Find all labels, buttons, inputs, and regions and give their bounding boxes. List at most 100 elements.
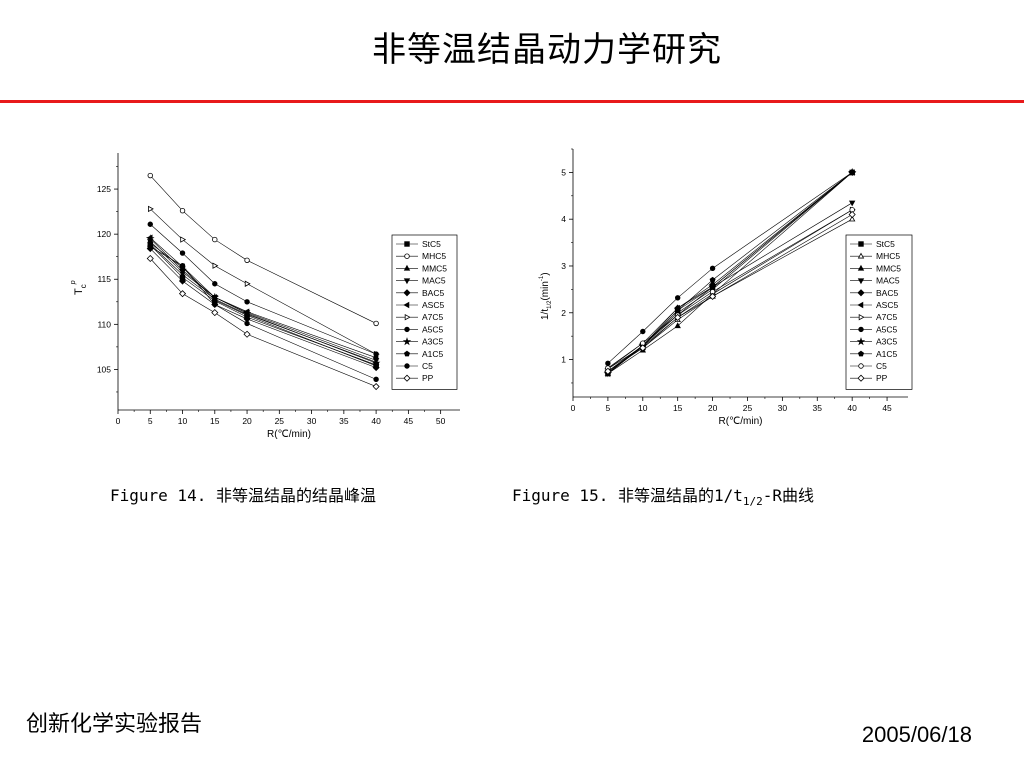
chart14-legend-item: MMC5 [396,263,447,273]
chart14-data-point [212,281,218,287]
chart14-legend-marker [402,337,412,346]
chart15-legend-marker [857,289,865,297]
chart15-x-tick-label: 20 [708,403,718,413]
chart14-data-point [212,262,219,269]
chart15-legend-marker [857,264,865,271]
chart14-legend-marker [403,289,411,297]
chart14-legend-marker [404,313,411,321]
chart14-legend-item: BAC5 [396,288,444,298]
chart15-legend-marker [856,337,866,346]
chart14-series-line [150,244,377,366]
chart15-legend-item: BAC5 [850,288,898,298]
chart14-data-point [243,330,251,338]
chart15-legend-item: A1C5 [850,349,898,359]
chart14-legend-item: A5C5 [396,324,444,334]
chart15-legend-label: ASC5 [876,300,898,310]
chart15-y-label-close: ) [540,272,551,275]
chart15-data-point [708,282,717,291]
chart14-data-point [211,296,218,303]
chart15-legend: StC5 MHC5 MMC5 MAC5 BAC5 ASC5 A7C5 A5C5 A3C5 A1C5… [845,234,913,390]
chart14-data-point [147,240,154,246]
chart15-legend-label: MAC5 [876,276,900,286]
chart14-legend-item: C5 [396,361,433,371]
chart14-x-label: R(℃/min) [267,429,311,440]
chart14-data-point [373,351,379,357]
chart15-legend-item: MMC5 [850,263,901,273]
chart15-y-tick-label: 4 [561,214,566,224]
chart14-x-tick-label: 30 [307,416,317,426]
footer-report-name: 创新化学实验报告 [26,712,203,737]
chart15-y-tick-label: 1 [561,355,566,365]
chart15-legend-label: PP [876,373,888,383]
chart15-x-tick-label: 15 [673,403,683,413]
chart15-data-point [674,322,681,329]
chart14-series-line [150,242,377,367]
chart15-legend-label: C5 [876,361,887,371]
chart14-data-point [179,208,186,214]
chart14-series-mmc5 [147,240,380,365]
chart14-y-label-sub: c [79,284,88,288]
figure-15-caption-sub: 1/2 [742,495,763,509]
chart14-legend-item: ASC5 [396,300,444,310]
chart14-data-point [147,172,153,179]
chart15-legend-label: A5C5 [876,324,898,334]
chart14-series-line [150,243,377,363]
chart15-legend-item: MAC5 [850,276,900,286]
chart15-data-point [674,295,681,301]
chart15-y-tick-label: 3 [561,261,566,271]
chart14-x-tick-label: 25 [275,416,285,426]
chart15-legend-marker [858,350,864,357]
chart14-legend-item: MHC5 [396,251,446,261]
chart15-data-point [848,210,856,219]
chart14-legend-label: BAC5 [422,288,444,298]
chart15-data-point [674,313,682,322]
chart14-y-tick-label: 125 [97,184,111,194]
chart14-legend-box [391,234,458,390]
chart14-data-point [148,205,154,213]
chart15-legend-item: A5C5 [850,324,898,334]
chart14-x-tick-label: 50 [436,416,446,426]
chart14-legend-label: MHC5 [422,251,446,261]
chart15-legend-label: A3C5 [876,337,898,347]
chart14-y-tick-label: 115 [97,274,111,284]
chart15-data-point [848,200,856,207]
chart14-y-tick-label: 120 [97,229,111,239]
chart14-legend-label: A1C5 [422,349,444,359]
chart14-legend-label: A7C5 [422,312,444,322]
chart15-legend-item: A3C5 [850,337,898,347]
chart14-legend-marker [403,301,410,309]
chart15-data-point [640,328,646,335]
chart14-data-point [211,309,219,317]
chart14-data-point [373,376,379,383]
chart15-x-tick-label: 30 [778,403,788,413]
chart14-data-point [244,312,251,318]
chart15-legend-marker [858,241,864,247]
chart15-y-tick-label: 5 [561,167,566,177]
chart14-data-point [373,362,380,369]
chart14-legend-marker [403,264,411,271]
chart15-y-label-sup: -1 [539,275,545,281]
chart15-data-point [604,367,612,375]
chart15-x-tick-label: 40 [847,403,857,413]
chart15-data-point [605,360,611,367]
slide-title: 非等温结晶动力学研究 [372,30,722,70]
chart14-series-a1c5 [147,240,380,369]
footer-date: 2005/06/18 [861,722,972,747]
chart14-legend-marker [403,278,411,285]
chart15-x-tick-label: 45 [882,403,892,413]
chart15-legend-label: MHC5 [876,251,900,261]
chart14-legend-label: ASC5 [422,300,444,310]
chart14-data-point [212,236,218,243]
chart14-data-point [180,236,187,243]
chart14-series-mhc5 [147,172,379,327]
title-divider [0,100,1024,103]
chart15-x-label: R(℃/min) [718,416,762,427]
chart14-series-c5 [147,221,379,357]
chart14-data-point [373,320,379,327]
chart15-legend-marker [857,278,865,285]
chart14-legend-label: MAC5 [422,276,446,286]
chart14-legend: StC5 MHC5 MMC5 MAC5 BAC5 ASC5 A7C5 A5C5 A3C5 A1C5… [391,234,458,390]
chart14-legend-label: StC5 [422,239,441,249]
chart14-x-tick-label: 40 [371,416,381,426]
chart15-y-label-tail: (min [540,281,551,300]
